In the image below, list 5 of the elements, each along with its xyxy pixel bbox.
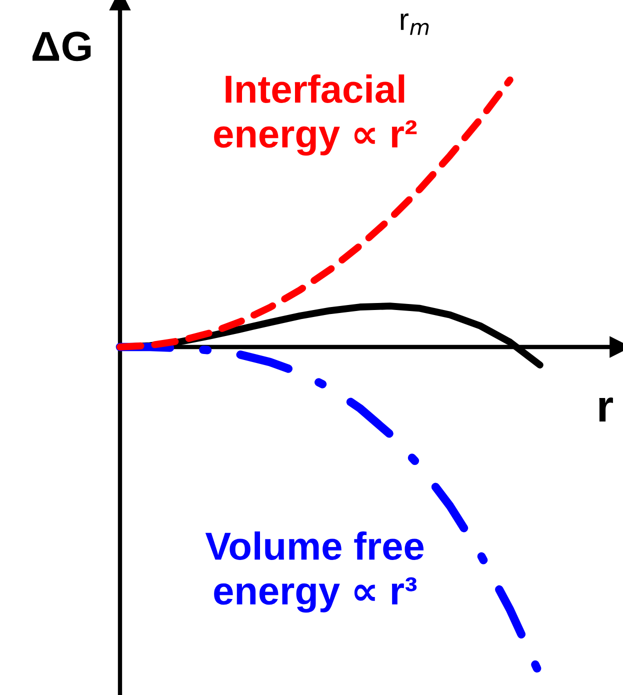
series-label: Volume free energy ∝ r³	[205, 531, 424, 613]
x-axis-title: r	[599, 398, 613, 422]
y-axis-title: ΔG	[32, 32, 91, 62]
series-label: Interfacial energy ∝ r²	[214, 74, 417, 156]
text: r$_{m}$	[400, 13, 429, 35]
